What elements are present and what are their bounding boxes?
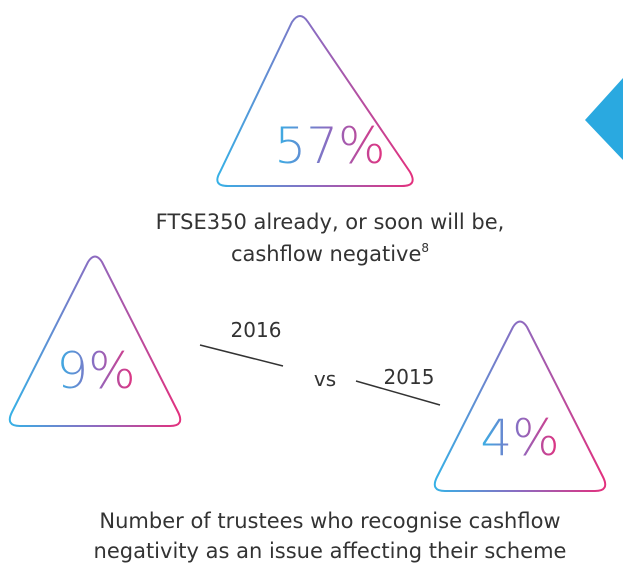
connector: [355, 380, 441, 406]
year: 2015: [384, 365, 435, 389]
triangle: [433, 320, 607, 492]
year: 2016: [231, 318, 282, 342]
caption: Number of trustees who recognise cashflo…: [99, 509, 560, 533]
footnote: 8: [421, 241, 429, 255]
stat-value: 4%: [480, 409, 559, 467]
separator: vs: [314, 367, 336, 391]
stat-value: 57%: [274, 117, 385, 175]
side-arrow: [585, 78, 623, 160]
caption: FTSE350 already, or soon will be,: [156, 210, 505, 234]
connector: [199, 344, 284, 367]
caption-text: cashflow negative: [231, 242, 421, 266]
caption: cashflow negative8: [231, 241, 429, 266]
triangle: [8, 255, 182, 427]
triangle: [216, 15, 414, 187]
caption: negativity as an issue affecting their s…: [94, 539, 567, 563]
stat-value: 9%: [56, 342, 135, 400]
